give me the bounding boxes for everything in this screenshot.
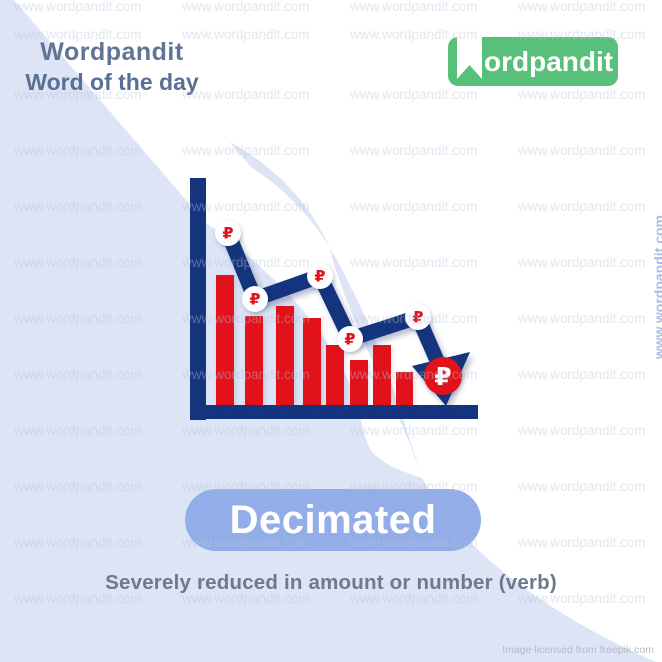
coin-node (242, 286, 268, 312)
chart-bar (326, 345, 344, 405)
ruble-icon: ₽ (434, 362, 451, 391)
chart-bar (373, 345, 391, 405)
chart-bar (396, 372, 413, 405)
coin-node (337, 326, 363, 352)
chart-bar (350, 360, 368, 405)
brand-title: Wordpandit (40, 38, 184, 66)
chart-bar (303, 318, 321, 405)
bookmark-icon (457, 32, 482, 79)
brand-block: Wordpandit Word of the day (12, 38, 212, 96)
wordpandit-logo: ordpandit (448, 32, 618, 86)
coin-node (215, 220, 241, 246)
word-definition: Severely reduced in amount or number (ve… (105, 571, 557, 594)
declining-chart-illustration: ₽ ₽ ₽ ₽ ₽ ₽ (178, 168, 490, 439)
logo-text: ordpandit (484, 46, 614, 77)
x-axis (190, 405, 478, 419)
chart-axes (190, 178, 478, 420)
background-top-sliver (230, 142, 330, 248)
chart-bar (245, 316, 263, 405)
ruble-icon: ₽ (249, 290, 260, 309)
falling-coin (424, 357, 462, 395)
word-text: Decimated (229, 498, 437, 542)
ruble-icon: ₽ (412, 308, 423, 327)
brand-subtitle: Word of the day (25, 69, 199, 95)
chart-bar (276, 306, 294, 405)
coin-nodes: ₽ ₽ ₽ ₽ ₽ ₽ (215, 220, 462, 395)
bar-line-chart: ₽ ₽ ₽ ₽ ₽ ₽ (190, 178, 478, 420)
image-attribution: Image licensed from freepik.com (502, 644, 654, 656)
chart-bars (216, 275, 413, 405)
word-pill: Decimated (185, 489, 481, 551)
ruble-icon: ₽ (222, 224, 233, 243)
coin-node (405, 304, 431, 330)
chart-bar (216, 275, 234, 405)
y-axis (190, 178, 206, 420)
coin-node (307, 263, 333, 289)
ruble-icon: ₽ (314, 267, 325, 286)
ruble-icon: ₽ (344, 330, 355, 349)
